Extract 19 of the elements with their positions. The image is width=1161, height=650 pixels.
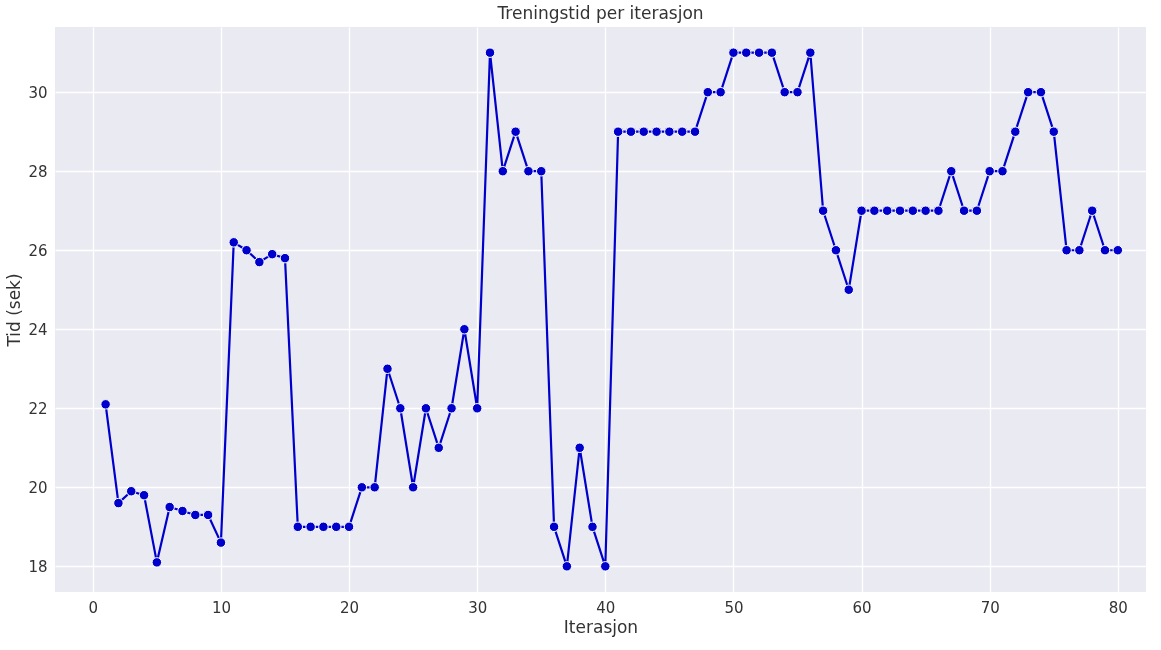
x-axis-title: Iterasjon	[563, 616, 639, 637]
y-tick-label: 30	[28, 83, 48, 102]
y-tick-label: 20	[28, 478, 48, 497]
x-tick-label: 60	[852, 598, 872, 617]
x-tick-label: 40	[596, 598, 616, 617]
y-tick-label: 18	[28, 557, 48, 576]
y-axis-title: Tid (sek)	[4, 273, 25, 348]
x-tick-label: 70	[980, 598, 1000, 617]
x-tick-label: 50	[724, 598, 744, 617]
x-tick-label: 0	[88, 598, 99, 617]
y-tick-label: 28	[28, 162, 48, 181]
y-tick-label: 22	[28, 399, 48, 418]
y-tick-label: 26	[28, 241, 48, 260]
chart-title: Treningstid per iterasjon	[496, 3, 704, 23]
x-tick-label: 80	[1108, 598, 1128, 617]
x-tick-label: 30	[468, 598, 488, 617]
y-tick-label: 24	[28, 320, 48, 339]
x-tick-label: 20	[340, 598, 360, 617]
x-tick-label: 10	[211, 598, 231, 617]
